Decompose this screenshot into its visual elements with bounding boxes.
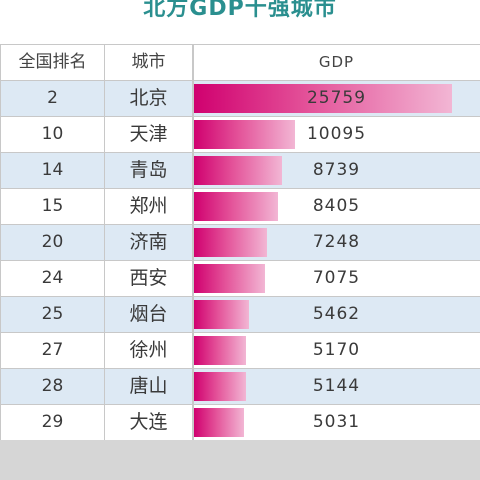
gdp-bar xyxy=(194,264,265,293)
table-row: 24 西安 7075 xyxy=(0,260,480,296)
gdp-value: 7075 xyxy=(312,268,361,288)
city-cell: 郑州 xyxy=(105,189,193,224)
city-cell: 唐山 xyxy=(105,369,193,404)
rank-cell: 28 xyxy=(0,369,105,404)
gdp-value: 25759 xyxy=(306,88,367,108)
gdp-bar xyxy=(194,336,246,365)
gdp-value: 5462 xyxy=(312,304,361,324)
table-row: 28 唐山 5144 xyxy=(0,368,480,404)
header-gdp: GDP xyxy=(318,53,355,71)
gdp-bar xyxy=(194,120,295,149)
rank-cell: 24 xyxy=(0,261,105,296)
city-cell: 北京 xyxy=(105,81,193,116)
rank-cell: 29 xyxy=(0,405,105,440)
gdp-value: 8405 xyxy=(312,196,361,216)
table-row: 14 青岛 8739 xyxy=(0,152,480,188)
city-cell: 西安 xyxy=(105,261,193,296)
city-cell: 济南 xyxy=(105,225,193,260)
gdp-value: 10095 xyxy=(306,124,367,144)
gdp-bar xyxy=(194,408,244,437)
table-row: 2 北京 25759 xyxy=(0,80,480,116)
gdp-bar xyxy=(194,372,246,401)
gdp-value: 5031 xyxy=(312,412,361,432)
gdp-bar xyxy=(194,156,282,185)
gdp-bar xyxy=(194,192,278,221)
column-divider xyxy=(193,44,194,440)
gdp-value: 5170 xyxy=(312,340,361,360)
gdp-value: 7248 xyxy=(312,232,361,252)
table-row: 15 郑州 8405 xyxy=(0,188,480,224)
table-row: 25 烟台 5462 xyxy=(0,296,480,332)
table-row: 27 徐州 5170 xyxy=(0,332,480,368)
rank-cell: 27 xyxy=(0,333,105,368)
footer-band xyxy=(0,440,480,480)
rank-cell: 10 xyxy=(0,117,105,152)
city-cell: 天津 xyxy=(105,117,193,152)
title-strip: 北方GDP十强城市 xyxy=(0,0,480,44)
rank-cell: 14 xyxy=(0,153,105,188)
table-header-row: 全国排名 城市 GDP xyxy=(0,44,480,80)
city-cell: 徐州 xyxy=(105,333,193,368)
gdp-value: 8739 xyxy=(312,160,361,180)
city-cell: 青岛 xyxy=(105,153,193,188)
gdp-bar xyxy=(194,228,267,257)
table-row: 20 济南 7248 xyxy=(0,224,480,260)
rank-cell: 2 xyxy=(0,81,105,116)
gdp-bar xyxy=(194,300,249,329)
header-rank: 全国排名 xyxy=(0,45,105,80)
gdp-value: 5144 xyxy=(312,376,361,396)
table-title: 北方GDP十强城市 xyxy=(143,0,337,21)
header-city: 城市 xyxy=(105,45,193,80)
rank-cell: 25 xyxy=(0,297,105,332)
table-row: 29 大连 5031 xyxy=(0,404,480,440)
city-cell: 大连 xyxy=(105,405,193,440)
city-cell: 烟台 xyxy=(105,297,193,332)
table-row: 10 天津 10095 xyxy=(0,116,480,152)
gdp-bar xyxy=(194,84,452,113)
rank-cell: 20 xyxy=(0,225,105,260)
rank-cell: 15 xyxy=(0,189,105,224)
